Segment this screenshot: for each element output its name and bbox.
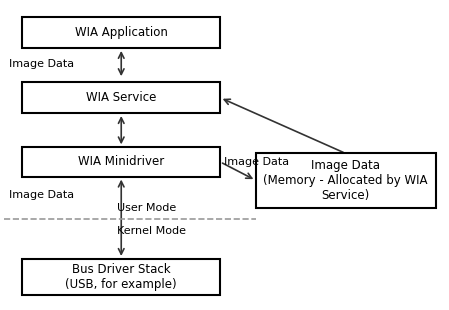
Text: Image Data: Image Data bbox=[9, 190, 74, 200]
FancyBboxPatch shape bbox=[22, 82, 220, 113]
FancyBboxPatch shape bbox=[22, 17, 220, 48]
FancyBboxPatch shape bbox=[22, 259, 220, 294]
Text: WIA Application: WIA Application bbox=[75, 26, 167, 39]
Text: User Mode: User Mode bbox=[117, 203, 176, 213]
Text: WIA Service: WIA Service bbox=[86, 91, 156, 104]
FancyBboxPatch shape bbox=[256, 153, 436, 208]
Text: Image Data
(Memory - Allocated by WIA
Service): Image Data (Memory - Allocated by WIA Se… bbox=[264, 159, 428, 202]
Text: Image Data: Image Data bbox=[224, 157, 290, 167]
Text: Image Data: Image Data bbox=[9, 59, 74, 69]
Text: WIA Minidriver: WIA Minidriver bbox=[78, 156, 164, 168]
Text: Kernel Mode: Kernel Mode bbox=[117, 226, 186, 236]
Text: Bus Driver Stack
(USB, for example): Bus Driver Stack (USB, for example) bbox=[66, 263, 177, 291]
FancyBboxPatch shape bbox=[22, 147, 220, 177]
